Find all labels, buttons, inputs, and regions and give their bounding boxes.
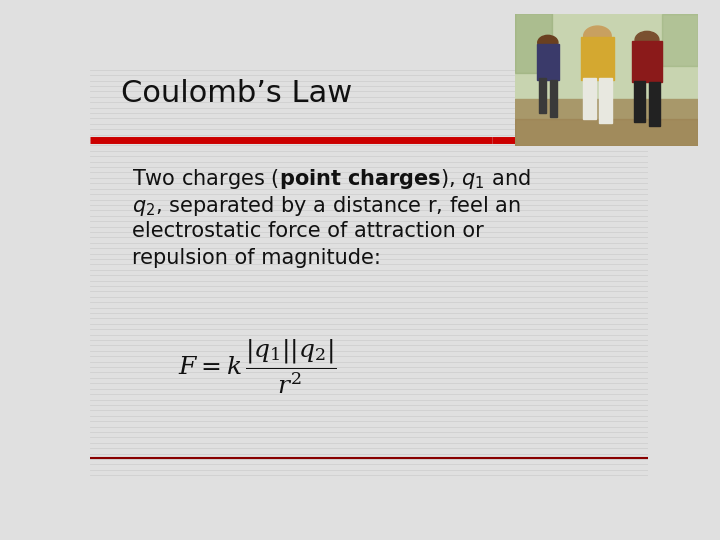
Bar <box>582 78 595 119</box>
Bar <box>515 119 698 146</box>
Bar <box>537 44 559 79</box>
Bar <box>632 41 662 82</box>
Bar <box>662 14 698 66</box>
Bar <box>649 82 660 126</box>
Text: $F = k\,\dfrac{|q_1||q_2|}{r^2}$: $F = k\,\dfrac{|q_1||q_2|}{r^2}$ <box>178 337 337 395</box>
Bar <box>539 78 546 113</box>
Bar <box>634 81 645 122</box>
Text: Two charges ($\mathbf{point\ charges}$), $q_1$ and: Two charges ($\mathbf{point\ charges}$),… <box>132 167 531 191</box>
Circle shape <box>538 35 558 50</box>
Bar <box>581 37 614 79</box>
Bar <box>515 14 698 99</box>
Bar <box>549 80 557 117</box>
Text: $q_2$, separated by a distance r, feel an: $q_2$, separated by a distance r, feel a… <box>132 194 521 218</box>
Bar <box>515 14 552 73</box>
Text: Coulomb’s Law: Coulomb’s Law <box>121 79 352 109</box>
Bar <box>599 78 612 123</box>
Circle shape <box>635 31 659 49</box>
Bar <box>515 99 698 146</box>
Circle shape <box>584 26 611 46</box>
Text: electrostatic force of attraction or: electrostatic force of attraction or <box>132 221 484 241</box>
Text: repulsion of magnitude:: repulsion of magnitude: <box>132 248 381 268</box>
